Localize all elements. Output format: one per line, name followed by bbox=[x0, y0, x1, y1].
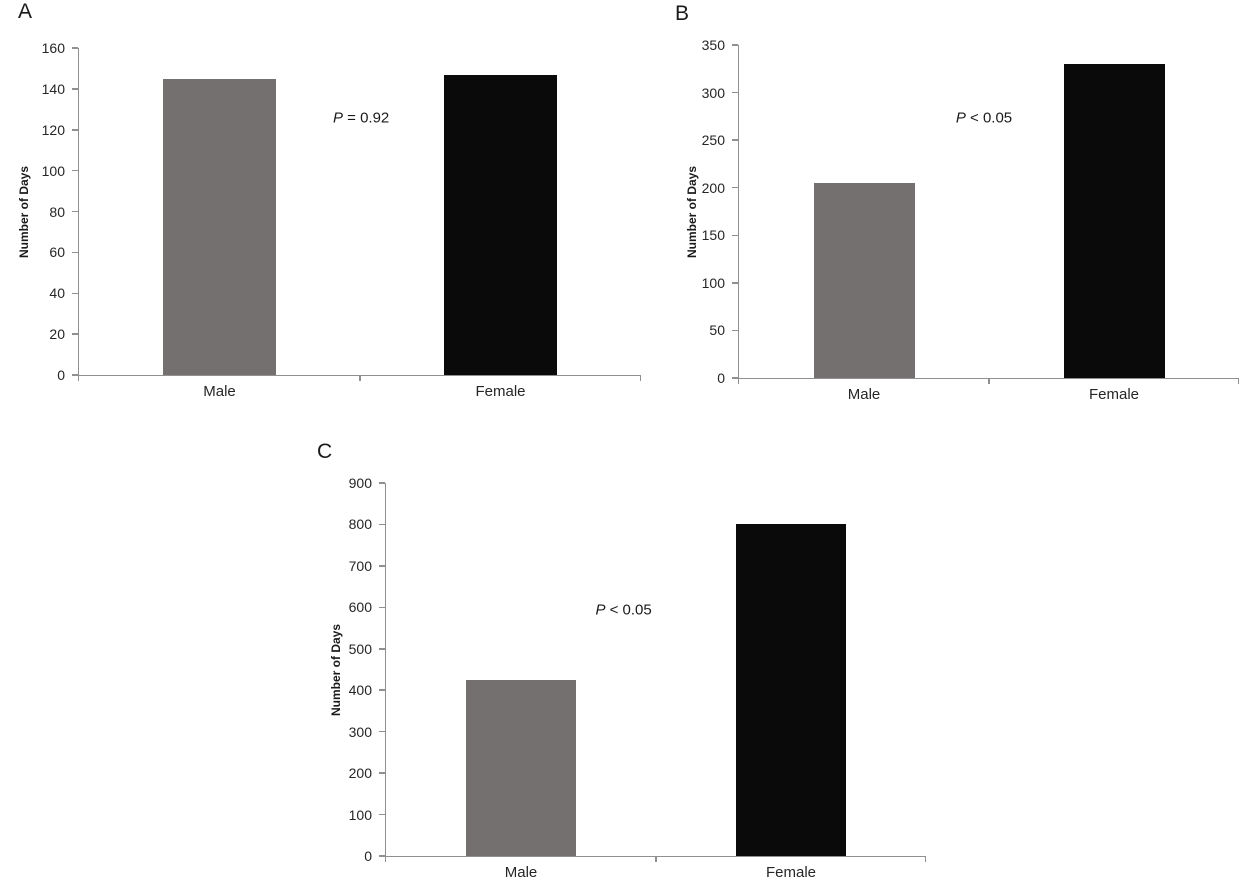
y-tick-mark bbox=[379, 523, 385, 526]
y-tick-label: 350 bbox=[701, 37, 725, 53]
y-tick-label: 200 bbox=[701, 179, 725, 196]
y-tick-label: 200 bbox=[348, 765, 372, 782]
panel-b-label: B bbox=[675, 2, 690, 25]
y-tick-mark bbox=[379, 482, 385, 484]
y-tick-label: 600 bbox=[348, 599, 372, 616]
y-tick-label: 40 bbox=[49, 285, 65, 302]
category-label-female: Female bbox=[475, 383, 526, 400]
y-tick-label: 160 bbox=[41, 40, 65, 56]
p-symbol: P bbox=[955, 109, 966, 127]
y-tick-label: 20 bbox=[49, 326, 65, 343]
y-tick-mark bbox=[732, 282, 738, 284]
panel-c-label: C bbox=[317, 440, 333, 463]
y-tick-mark bbox=[732, 329, 738, 332]
panel-b-y-axis-title: Number of Days bbox=[685, 165, 699, 258]
panel-b-plot-area: P < 0.05 0 50 100 150 200 250 300 350 Male Female bbox=[702, 38, 1239, 403]
bar-male bbox=[466, 679, 576, 856]
bar-male bbox=[162, 78, 277, 375]
y-tick-mark bbox=[379, 648, 385, 650]
y-tick-label: 120 bbox=[41, 121, 65, 138]
y-tick-mark bbox=[732, 234, 738, 237]
x-tick-mark bbox=[1237, 378, 1239, 384]
category-label-male: Male bbox=[847, 386, 881, 403]
y-tick-label: 80 bbox=[49, 203, 65, 220]
p-rest: < 0.05 bbox=[965, 109, 1013, 127]
p-symbol: P bbox=[595, 601, 606, 619]
panel-b-p-value-annotation: P < 0.05 bbox=[956, 109, 1012, 126]
bar-female bbox=[736, 524, 846, 856]
y-tick-mark bbox=[72, 292, 78, 294]
y-tick-mark bbox=[732, 139, 738, 141]
y-tick-label: 0 bbox=[364, 848, 372, 864]
y-tick-mark bbox=[379, 689, 385, 691]
y-tick-mark bbox=[72, 251, 78, 254]
y-tick-mark bbox=[379, 813, 385, 816]
y-tick-mark bbox=[72, 47, 78, 49]
p-rest: < 0.05 bbox=[605, 601, 652, 619]
y-tick-label: 150 bbox=[701, 227, 725, 244]
y-tick-label: 400 bbox=[348, 682, 372, 699]
x-tick-mark bbox=[655, 856, 657, 862]
panel-c-plot-area: P < 0.05 0 100 200 300 400 500 600 700 800 900 Mal… bbox=[349, 476, 926, 881]
y-tick-mark bbox=[732, 91, 738, 94]
x-tick-mark bbox=[737, 378, 739, 384]
y-tick-label: 250 bbox=[701, 132, 725, 149]
category-label-female: Female bbox=[765, 864, 817, 881]
x-tick-mark bbox=[359, 375, 361, 381]
panel-a-p-value-annotation: P = 0.92 bbox=[333, 109, 389, 126]
y-tick-label: 500 bbox=[348, 640, 372, 657]
panel-c-y-axis-title: Number of Days bbox=[329, 623, 343, 716]
panel-a-y-axis-title: Number of Days bbox=[17, 165, 31, 258]
y-tick-mark bbox=[72, 210, 78, 213]
y-tick-label: 300 bbox=[701, 84, 725, 101]
y-tick-mark bbox=[732, 44, 738, 46]
y-tick-label: 140 bbox=[41, 80, 65, 97]
y-tick-label: 50 bbox=[709, 322, 725, 339]
x-tick-mark bbox=[639, 375, 641, 381]
panel-a-plot-area: P = 0.92 0 20 40 60 80 100 120 140 160 Male Female bbox=[42, 41, 641, 400]
y-tick-label: 100 bbox=[348, 806, 372, 823]
y-tick-mark bbox=[379, 565, 385, 567]
y-tick-mark bbox=[732, 186, 738, 189]
y-tick-mark bbox=[732, 377, 738, 379]
bar-female bbox=[1063, 64, 1165, 378]
y-tick-mark bbox=[379, 606, 385, 609]
category-label-female: Female bbox=[1088, 386, 1140, 403]
y-tick-label: 100 bbox=[41, 162, 65, 179]
y-tick-label: 100 bbox=[701, 274, 725, 291]
category-label-male: Male bbox=[504, 864, 538, 881]
y-tick-label: 700 bbox=[348, 557, 372, 574]
y-tick-mark bbox=[379, 772, 385, 774]
panel-c-p-value-annotation: P < 0.05 bbox=[595, 601, 651, 618]
y-tick-label: 300 bbox=[348, 723, 372, 740]
p-symbol: P bbox=[332, 109, 343, 127]
x-tick-mark bbox=[924, 856, 926, 862]
bar-female bbox=[443, 74, 558, 375]
y-tick-mark bbox=[379, 855, 385, 857]
y-tick-mark bbox=[379, 730, 385, 733]
y-tick-mark bbox=[72, 374, 78, 376]
y-tick-label: 0 bbox=[57, 367, 65, 383]
x-tick-mark bbox=[384, 856, 386, 862]
panel-a-label: A bbox=[18, 0, 33, 23]
y-tick-label: 800 bbox=[348, 516, 372, 533]
category-label-male: Male bbox=[203, 383, 236, 400]
x-tick-mark bbox=[77, 375, 79, 381]
y-tick-mark bbox=[72, 88, 78, 90]
y-tick-mark bbox=[72, 333, 78, 335]
bar-male bbox=[813, 182, 915, 378]
y-tick-mark bbox=[72, 129, 78, 131]
y-tick-label: 60 bbox=[49, 244, 65, 261]
p-rest: = 0.92 bbox=[342, 109, 390, 127]
y-tick-label: 900 bbox=[348, 475, 372, 491]
y-tick-mark bbox=[72, 169, 78, 172]
y-tick-label: 0 bbox=[717, 370, 725, 386]
x-tick-mark bbox=[988, 378, 990, 384]
